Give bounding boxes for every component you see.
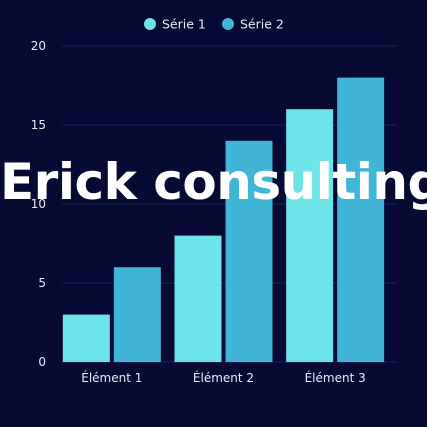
bar-series2-cat1 [113, 267, 161, 362]
x-tick-label: Élément 1 [81, 370, 142, 385]
y-tick-label: 5 [38, 276, 46, 290]
y-tick-label: 20 [31, 39, 46, 53]
legend: Série 1 Série 2 [144, 17, 284, 32]
bar-series1-cat3 [286, 109, 334, 362]
x-tick-label: Élément 2 [193, 370, 254, 385]
bar-series2-cat2 [225, 140, 273, 362]
bar-series1-cat2 [174, 235, 222, 362]
bar-series1-cat1 [62, 314, 110, 362]
bars [62, 77, 385, 362]
legend-label-series1: Série 1 [162, 17, 206, 32]
y-tick-label: 15 [31, 118, 46, 132]
y-tick-label: 0 [38, 355, 46, 369]
watermark-title: Erick consulting [0, 153, 427, 211]
legend-label-series2: Série 2 [240, 17, 284, 32]
legend-marker-series2 [222, 18, 234, 30]
legend-marker-series1 [144, 18, 156, 30]
bar-series2-cat3 [337, 77, 385, 362]
x-tick-label: Élément 3 [305, 370, 366, 385]
x-axis-ticks: Élément 1 Élément 2 Élément 3 [81, 370, 365, 385]
y-tick-label: 10 [31, 197, 46, 211]
y-axis-ticks: 0 5 10 15 20 [31, 39, 46, 369]
